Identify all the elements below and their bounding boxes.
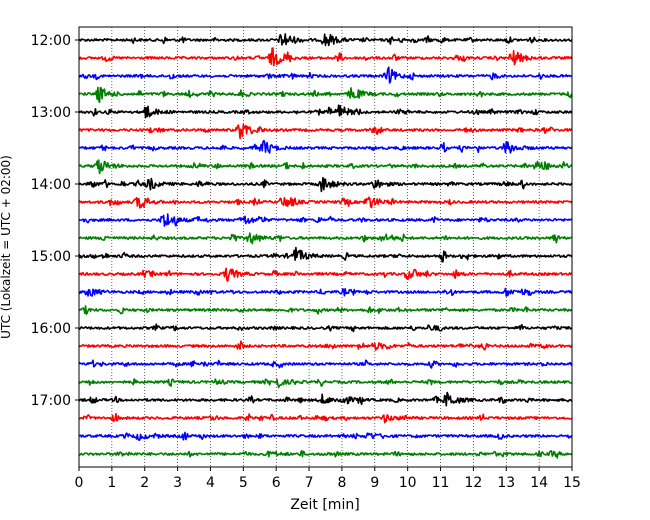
trace-1600 — [78, 340, 573, 351]
x-tick-label: 6 — [272, 475, 281, 491]
x-tick-label: 15 — [563, 475, 581, 491]
x-tick-label: 0 — [75, 475, 84, 491]
trace-1530 — [78, 305, 573, 315]
seismic-traces — [78, 33, 573, 459]
trace-1515 — [78, 287, 573, 297]
trace-1400 — [78, 196, 573, 209]
x-tick-label: 9 — [370, 475, 379, 491]
trace-1200 — [78, 47, 573, 67]
trace-1630 — [78, 378, 573, 389]
x-tick-label: 8 — [337, 475, 346, 491]
y-tick-label: 13:00 — [31, 105, 71, 121]
trace-1145 — [78, 33, 573, 47]
y-axis: 12:00 13:00 14:00 15:00 16:00 17:00 — [31, 33, 79, 409]
x-tick-label: 10 — [399, 475, 417, 491]
trace-1545 — [78, 323, 573, 333]
trace-1715 — [78, 431, 573, 441]
x-tick-label: 7 — [305, 475, 314, 491]
y-tick-label: 17:00 — [31, 393, 71, 409]
trace-1330 — [78, 159, 573, 175]
y-tick-label: 15:00 — [31, 249, 71, 265]
trace-1700 — [78, 412, 573, 424]
y-tick-label: 12:00 — [31, 33, 71, 49]
trace-1315 — [78, 139, 573, 154]
x-tick-label: 4 — [206, 475, 215, 491]
x-tick-label: 13 — [497, 475, 515, 491]
x-tick-label: 5 — [239, 475, 248, 491]
y-axis-label: UTC (Lokalzeit = UTC + 02:00) — [0, 155, 13, 339]
grid-lines — [111, 27, 540, 467]
x-tick-label: 11 — [432, 475, 450, 491]
trace-1500 — [78, 267, 573, 283]
plot-frame — [78, 26, 573, 468]
trace-1215 — [78, 66, 573, 84]
x-tick-label: 2 — [140, 475, 149, 491]
y-tick-label: 14:00 — [31, 177, 71, 193]
trace-1245 — [78, 104, 573, 119]
trace-1645 — [78, 391, 573, 407]
x-tick-label: 1 — [107, 475, 116, 491]
x-tick-label: 3 — [173, 475, 182, 491]
trace-1730 — [78, 449, 573, 459]
trace-1345 — [78, 176, 573, 193]
trace-1445 — [78, 246, 573, 263]
trace-1615 — [78, 359, 573, 369]
trace-1300 — [78, 123, 573, 140]
x-tick-label: 14 — [530, 475, 548, 491]
trace-1415 — [78, 213, 573, 227]
x-axis-label: Zeit [min] — [290, 497, 359, 513]
x-axis: 0 1 2 3 4 5 6 7 8 9 10 11 12 13 14 15 — [75, 467, 581, 491]
trace-1430 — [78, 232, 573, 245]
y-tick-label: 16:00 — [31, 321, 71, 337]
trace-1230 — [78, 86, 573, 104]
x-tick-label: 12 — [464, 475, 482, 491]
